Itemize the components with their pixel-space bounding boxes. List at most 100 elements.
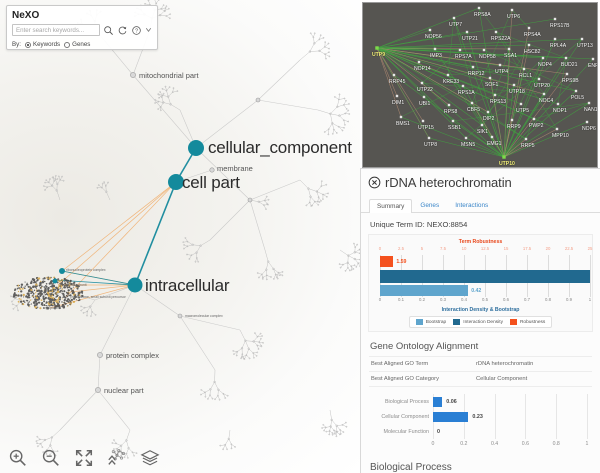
search-icon[interactable] bbox=[103, 25, 114, 36]
chevron-down-icon[interactable] bbox=[145, 26, 152, 35]
go-category-label: Molecular Function bbox=[383, 429, 429, 435]
row-value: Cellular Component bbox=[476, 376, 528, 382]
table-row: Best Aligned GO Category Cellular Compon… bbox=[369, 371, 592, 387]
tab-interactions[interactable]: Interactions bbox=[455, 202, 489, 209]
axis-tick-bottom: 1 bbox=[588, 297, 592, 302]
bar-bootstrap[interactable] bbox=[380, 285, 469, 296]
search-row: ? bbox=[12, 24, 152, 36]
search-panel[interactable]: NeXO ? By: Keywords bbox=[6, 5, 158, 50]
radio-genes[interactable]: Genes bbox=[64, 41, 90, 48]
layers-icon[interactable] bbox=[140, 448, 160, 468]
legend-swatch-robustness bbox=[509, 319, 517, 325]
axis-tick-top: 2.5 bbox=[398, 246, 404, 251]
chart-title-term-robustness: Term Robustness bbox=[458, 239, 503, 245]
gene-interaction-network[interactable]: UTP9 RPS8A UTP6 UTP7 RPS17B NOP56 UTP21 RPS22A R… bbox=[362, 2, 598, 168]
table-row: Best Aligned GO Term rDNA heterochromati… bbox=[369, 356, 592, 371]
search-by-row: By: Keywords Genes bbox=[12, 41, 152, 48]
gridline bbox=[587, 394, 588, 439]
svg-text:?: ? bbox=[135, 28, 138, 34]
axis-tick-bottom: 0.7 bbox=[524, 297, 530, 302]
collapse-network-icon[interactable] bbox=[107, 448, 127, 468]
axis-tick-bottom: 0.5 bbox=[482, 297, 488, 302]
search-input[interactable] bbox=[12, 24, 100, 36]
tree-label-cytoplasm: cytoplasm bbox=[44, 306, 60, 310]
gridline bbox=[590, 255, 591, 297]
chart-plot-area: 1.59 0.42 bbox=[372, 255, 591, 297]
canvas-toolbar[interactable] bbox=[8, 448, 160, 468]
node-cell-part bbox=[168, 174, 184, 190]
radio-genes-dot[interactable] bbox=[64, 41, 71, 48]
unique-term-id: Unique Term ID: NEXO:8854 bbox=[370, 220, 468, 229]
radio-genes-label: Genes bbox=[72, 41, 91, 48]
close-circle-icon[interactable] bbox=[368, 176, 381, 189]
tree-label-cellular-component: cellular_component bbox=[208, 138, 352, 157]
axis-tick: 0.4 bbox=[490, 441, 499, 447]
chart-bottom-axis: 0 0.1 0.2 0.3 0.4 0.5 0.6 0.7 0.8 0.9 1 bbox=[372, 297, 592, 306]
radio-keywords-label: Keywords bbox=[32, 41, 61, 48]
radio-keywords-dot[interactable] bbox=[24, 41, 31, 48]
go-category-label: Cellular Component bbox=[381, 414, 429, 420]
axis-tick-bottom: 0.4 bbox=[461, 297, 467, 302]
legend-item-bootstrap[interactable]: Bootstrap bbox=[415, 319, 447, 325]
go-bar-biological-process[interactable] bbox=[433, 397, 443, 407]
axis-tick-bottom: 0.6 bbox=[503, 297, 509, 302]
legend-label-bootstrap: Bootstrap bbox=[425, 319, 447, 325]
bar-robustness[interactable] bbox=[380, 256, 394, 267]
hierarchy-tree-canvas[interactable]: cellular_component cell part intracellul… bbox=[0, 0, 360, 473]
axis-tick: 1 bbox=[585, 441, 589, 447]
gridline bbox=[494, 394, 496, 439]
zoom-in-icon[interactable] bbox=[8, 448, 28, 468]
legend-item-robustness[interactable]: Robustness bbox=[509, 319, 545, 325]
network-graphic bbox=[375, 6, 595, 159]
search-by-label: By: bbox=[12, 41, 21, 48]
axis-tick-top: 5 bbox=[420, 246, 424, 251]
chart-title-density-bootstrap: Interaction Density & Bootstrap bbox=[441, 307, 520, 313]
tab-summary[interactable]: Summary bbox=[369, 199, 413, 213]
zoom-out-icon[interactable] bbox=[41, 448, 61, 468]
node-cellular-component bbox=[188, 140, 204, 156]
legend-swatch-interaction-density bbox=[453, 319, 461, 325]
axis-tick-top: 17.5 bbox=[522, 246, 532, 251]
axis-tick-top: 22.5 bbox=[564, 246, 574, 251]
axis-tick-bottom: 0.2 bbox=[419, 297, 425, 302]
axis-tick-top: 0 bbox=[378, 246, 382, 251]
chart-legend: Bootstrap Interaction Density Robustness bbox=[372, 316, 589, 328]
tree-label-protein-complex: protein complex bbox=[106, 351, 159, 360]
gridline bbox=[556, 394, 558, 439]
axis-tick-top: 15 bbox=[503, 246, 509, 251]
details-header: rDNA heterochromatin bbox=[361, 169, 600, 192]
axis-tick-bottom: 0 bbox=[378, 297, 382, 302]
node-intracellular bbox=[127, 277, 143, 293]
page-title: rDNA heterochromatin bbox=[385, 175, 512, 190]
help-icon[interactable]: ? bbox=[131, 25, 142, 36]
term-details-pane[interactable]: rDNA heterochromatin Summary Genes Inter… bbox=[360, 168, 600, 473]
axis-tick-top: 25 bbox=[587, 246, 593, 251]
gene-ontology-heading: Gene Ontology Alignment bbox=[370, 341, 479, 352]
go-alignment-chart: 0 0.2 0.4 0.6 0.8 1 Biological Process 0.06 Cell… bbox=[369, 394, 592, 456]
details-tabbar[interactable]: Summary Genes Interactions bbox=[361, 192, 600, 213]
tree-label-ribonucleoprotein-complex: ribonucleoprotein complex bbox=[66, 268, 106, 272]
go-category-label: Biological Process bbox=[384, 399, 429, 405]
tree-label-intracellular: intracellular bbox=[145, 276, 230, 295]
legend-swatch-bootstrap bbox=[415, 319, 423, 325]
app-title: NeXO bbox=[12, 10, 40, 21]
legend-item-interaction-density[interactable]: Interaction Density bbox=[453, 319, 503, 325]
go-bar-cellular-component[interactable] bbox=[433, 412, 469, 422]
row-key: Best Aligned GO Category bbox=[371, 376, 439, 382]
biological-process-heading: Biological Process bbox=[370, 462, 452, 473]
row-key: Best Aligned GO Term bbox=[371, 361, 429, 367]
tree-label-nuclear-part: nuclear part bbox=[104, 386, 144, 395]
tree-label-mitochondrial-part: mitochondrial part bbox=[139, 71, 199, 80]
bar-value-bootstrap: 0.42 bbox=[471, 287, 482, 294]
tab-genes[interactable]: Genes bbox=[420, 202, 440, 209]
radio-keywords[interactable]: Keywords bbox=[24, 41, 61, 48]
bar-interaction-density[interactable] bbox=[380, 270, 590, 283]
go-value-biological-process: 0.06 bbox=[446, 399, 457, 405]
reset-icon[interactable] bbox=[117, 25, 128, 36]
tree-label-ribosomal-subunit: ribosomal subunit bbox=[60, 283, 87, 287]
bar-value-robustness: 1.59 bbox=[396, 258, 407, 265]
axis-tick-bottom: 0.1 bbox=[398, 297, 404, 302]
go-value-molecular-function: 0 bbox=[437, 429, 440, 435]
axis-tick-top: 20 bbox=[545, 246, 551, 251]
fit-screen-icon[interactable] bbox=[74, 448, 94, 468]
